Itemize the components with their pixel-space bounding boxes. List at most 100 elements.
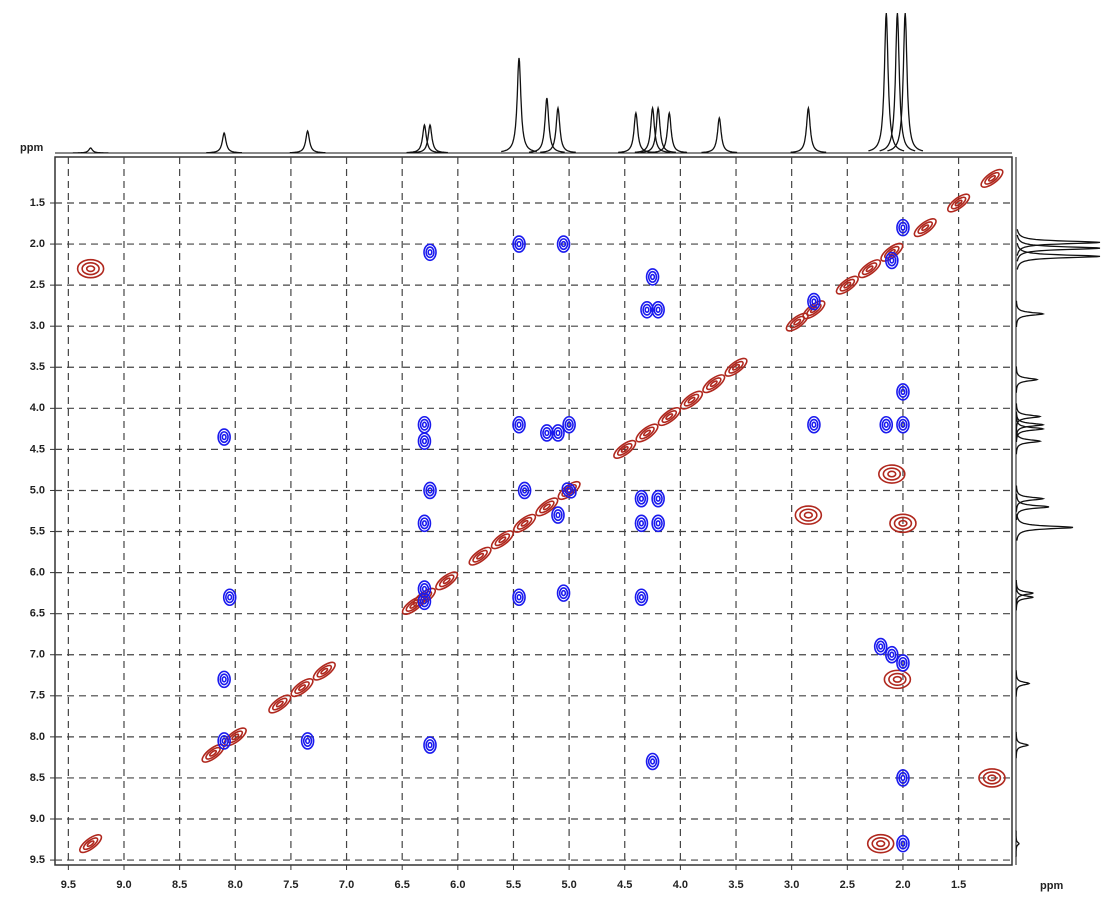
contour-peak	[651, 300, 665, 319]
projection-peak	[501, 57, 537, 153]
contour-peak	[634, 489, 649, 508]
projection-peak	[1015, 428, 1043, 455]
contour-peak	[551, 424, 565, 442]
contour-peak	[900, 224, 906, 231]
contour-peak	[427, 741, 433, 749]
contour-peak	[81, 262, 100, 276]
contour-peak	[419, 583, 430, 596]
x-tick-label: 6.5	[395, 879, 410, 891]
contour-peak	[512, 513, 537, 533]
contour-peak	[887, 254, 897, 267]
contour-peak	[634, 588, 649, 607]
x-tick-label: 7.5	[283, 879, 298, 891]
contour-peak	[438, 574, 455, 588]
contour-peak	[636, 517, 647, 530]
contour-peak	[665, 413, 674, 420]
contour-peak	[900, 840, 906, 847]
contour-peak	[638, 594, 645, 601]
contour-peak	[642, 429, 652, 437]
contour-peak	[883, 245, 900, 259]
contour-peak	[423, 243, 437, 262]
x-tick-label: 8.5	[172, 879, 187, 891]
contour-peak	[857, 259, 882, 279]
contour-peak	[921, 224, 930, 232]
contour-peak	[878, 464, 906, 484]
contour-peak	[219, 431, 229, 444]
contour-peak	[297, 684, 307, 692]
contour-peak	[640, 300, 654, 319]
contour-peak	[419, 595, 430, 608]
contour-peak	[561, 482, 577, 499]
contour-peak	[946, 193, 971, 213]
projection-peak	[1015, 485, 1046, 512]
contour-peak	[873, 637, 888, 656]
projection-peak	[412, 123, 448, 154]
contour-peak	[655, 520, 661, 527]
projection-peak	[1015, 493, 1050, 520]
contour-peak	[657, 406, 681, 427]
contour-peak	[476, 552, 485, 560]
contour-peak	[542, 503, 551, 511]
contour-peak	[885, 251, 899, 270]
x-tick-label: 9.5	[61, 879, 76, 891]
contour-peak	[645, 752, 660, 771]
contour-peak	[419, 517, 430, 530]
contour-peak	[898, 837, 908, 850]
contour-peak	[789, 315, 806, 329]
contour-peak	[423, 481, 437, 500]
contour-peak	[566, 421, 572, 428]
x-tick-label: 5.0	[561, 879, 576, 891]
contour-peak	[731, 363, 741, 371]
contour-peak	[898, 221, 908, 234]
contour-peak	[705, 377, 722, 391]
y-tick-label: 4.5	[30, 443, 45, 455]
contour-peak	[519, 484, 530, 497]
y-tick-label: 6.5	[30, 608, 45, 620]
contour-peak	[639, 426, 655, 440]
projection-peak	[651, 110, 688, 154]
contour-peak	[900, 388, 906, 396]
y-axis-label: ppm	[20, 142, 43, 154]
contour-peak	[898, 519, 908, 527]
projection-peak	[1015, 830, 1020, 857]
contour-peak	[472, 549, 488, 563]
x-tick-label: 4.5	[617, 879, 632, 891]
contour-peak	[560, 240, 567, 248]
contour-peak	[312, 661, 336, 681]
contour-peak	[882, 467, 902, 481]
projection-peak	[1015, 403, 1042, 430]
projection-peak	[790, 105, 827, 153]
contour-peak	[900, 659, 906, 667]
contour-peak	[516, 421, 522, 428]
contour-peak	[636, 492, 647, 505]
contour-peak	[645, 268, 660, 286]
contour-peak	[954, 199, 963, 207]
contour-peak	[875, 840, 886, 848]
contour-peak	[421, 437, 428, 445]
y-tick-label: 7.0	[30, 649, 45, 661]
x-tick-label: 2.5	[840, 879, 855, 891]
contour-peak	[78, 834, 103, 854]
contour-peak	[512, 588, 526, 607]
contour-peak	[878, 643, 884, 650]
contour-peak	[85, 265, 96, 273]
contour-peak	[427, 487, 433, 494]
projection-peak	[289, 129, 326, 154]
contour-peak	[634, 514, 649, 533]
contour-peak	[300, 732, 315, 750]
projection-peak	[528, 97, 565, 153]
contour-peak	[76, 258, 105, 279]
y-tick-label: 4.0	[30, 402, 45, 414]
contour-peak	[655, 306, 661, 313]
contour-peak	[728, 360, 744, 374]
projection-peak	[206, 131, 242, 154]
contour-peak	[889, 651, 895, 658]
contour-peak	[950, 196, 967, 210]
contour-peak	[421, 598, 428, 605]
contour-peak	[620, 445, 629, 453]
contour-peak	[644, 306, 650, 313]
contour-peak	[647, 270, 658, 283]
contour-peak	[885, 645, 899, 664]
contour-peak	[896, 834, 910, 853]
